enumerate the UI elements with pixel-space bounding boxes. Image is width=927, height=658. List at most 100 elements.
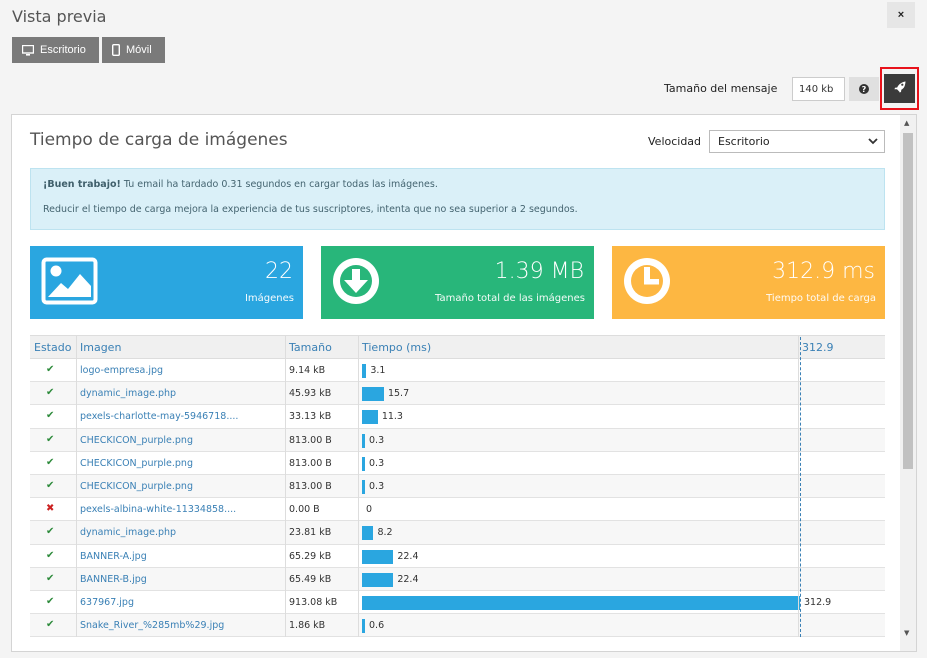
load-time-bar	[362, 526, 374, 541]
images-count-value: 22	[265, 259, 293, 284]
check-icon: ✔	[46, 387, 55, 399]
image-size: 65.29 kB	[289, 550, 332, 562]
load-time-button[interactable]	[884, 74, 915, 103]
desktop-view-button[interactable]: Escritorio	[12, 37, 99, 63]
load-time-bar	[362, 549, 394, 564]
image-size: 65.49 kB	[289, 573, 332, 585]
check-icon: ✔	[46, 410, 55, 422]
load-time-bar	[362, 480, 365, 494]
check-icon: ✔	[46, 619, 55, 631]
section-title: Tiempo de carga de imágenes	[30, 130, 288, 150]
image-icon	[41, 257, 98, 309]
column-divider	[798, 335, 799, 638]
total-time-value: 312.9 ms	[772, 259, 875, 284]
image-link[interactable]: CHECKICON_purple.png	[80, 457, 193, 469]
message-size-input[interactable]	[792, 77, 845, 101]
highlight-outline	[880, 67, 919, 110]
image-size: 33.13 kB	[289, 411, 332, 423]
image-size: 9.14 kB	[289, 365, 326, 376]
image-link[interactable]: BANNER-B.jpg	[80, 573, 147, 585]
speed-select-value: Escritorio	[718, 135, 770, 148]
max-time-marker	[800, 337, 801, 638]
mobile-view-button[interactable]: Móvil	[102, 37, 165, 63]
load-time-panel: Tiempo de carga de imágenes Velocidad Es…	[11, 114, 917, 652]
load-time-value: 0.3	[369, 481, 385, 492]
info-line-1: ¡Buen trabajo! Tu email ha tardado 0.31 …	[43, 179, 438, 190]
load-time-value: 3.1	[370, 365, 386, 376]
image-size: 1.86 kB	[289, 620, 326, 632]
desktop-view-label: Escritorio	[40, 44, 86, 56]
scroll-down-icon[interactable]: ▼	[904, 629, 910, 637]
image-link[interactable]: pexels-charlotte-may-5946718....	[80, 411, 239, 423]
monitor-icon	[22, 44, 34, 56]
table-row: ✔ CHECKICON_purple.png 813.00 B 0.3	[30, 428, 885, 452]
clock-icon	[623, 257, 671, 309]
table-row: ✔ dynamic_image.php 45.93 kB 15.7	[30, 382, 885, 406]
mobile-view-label: Móvil	[126, 44, 152, 56]
load-time-value: 312.9	[804, 597, 832, 608]
question-icon: ?	[859, 82, 869, 97]
total-time-label: Tiempo total de carga	[766, 293, 876, 304]
info-line-1-text: Tu email ha tardado 0.31 segundos en car…	[120, 179, 438, 190]
svg-text:?: ?	[862, 85, 867, 94]
load-time-bar	[362, 410, 378, 425]
scroll-thumb[interactable]	[903, 133, 913, 469]
image-link[interactable]: dynamic_image.php	[80, 388, 177, 400]
rocket-icon	[894, 81, 906, 96]
speed-label: Velocidad	[648, 135, 702, 148]
check-icon: ✔	[46, 596, 55, 607]
header-time[interactable]: Tiempo (ms)	[362, 341, 432, 354]
load-time-value: 8.2	[377, 527, 393, 539]
scroll-up-icon[interactable]: ▲	[904, 119, 910, 127]
load-time-bar	[362, 596, 800, 610]
check-icon: ✔	[46, 480, 55, 491]
column-divider	[76, 335, 77, 638]
table-row: ✔ logo-empresa.jpg 9.14 kB 3.1	[30, 359, 885, 383]
table-row: ✖ pexels-albina-white-11334858.... 0.00 B 0	[30, 498, 885, 522]
header-status[interactable]: Estado	[34, 341, 72, 354]
info-alert: ¡Buen trabajo! Tu email ha tardado 0.31 …	[30, 168, 885, 230]
image-link[interactable]: 637967.jpg	[80, 597, 134, 608]
table-row: ✔ dynamic_image.php 23.81 kB 8.2	[30, 521, 885, 545]
load-time-bar	[362, 433, 365, 448]
table-row: ✔ BANNER-B.jpg 65.49 kB 22.4	[30, 567, 885, 591]
image-link[interactable]: logo-empresa.jpg	[80, 365, 164, 376]
chevron-down-icon	[868, 134, 878, 151]
image-size: 813.00 B	[289, 481, 332, 492]
header-image[interactable]: Imagen	[80, 341, 122, 354]
table-row: ✔ CHECKICON_purple.png 813.00 B 0.3	[30, 475, 885, 499]
load-time-bar	[362, 387, 384, 402]
vertical-scrollbar[interactable]: ▲ ▼	[900, 115, 916, 651]
download-icon	[332, 257, 380, 309]
image-size: 813.00 B	[289, 457, 332, 469]
image-link[interactable]: CHECKICON_purple.png	[80, 481, 193, 492]
load-time-value: 0.6	[369, 620, 385, 632]
help-button[interactable]: ?	[849, 77, 879, 101]
load-time-value: 0.3	[369, 434, 385, 446]
check-icon: ✔	[46, 572, 55, 584]
check-icon: ✔	[46, 433, 55, 445]
load-time-value: 11.3	[381, 411, 403, 423]
table-row: ✔ Snake_River_%285mb%29.jpg 1.86 kB 0.6	[30, 614, 885, 638]
column-divider	[285, 335, 286, 638]
load-time-value: 0.3	[369, 457, 385, 469]
image-link[interactable]: Snake_River_%285mb%29.jpg	[80, 620, 225, 632]
close-button[interactable]: ×	[887, 2, 915, 28]
load-time-value: 22.4	[397, 573, 419, 585]
load-time-value: 0	[366, 504, 373, 516]
load-time-bar	[362, 572, 394, 587]
check-icon: ✔	[46, 549, 55, 561]
error-x-icon: ✖	[46, 503, 55, 515]
speed-select[interactable]: Escritorio	[709, 130, 885, 153]
load-time-bar	[362, 619, 365, 634]
total-size-value: 1.39 MB	[494, 259, 584, 284]
image-link[interactable]: CHECKICON_purple.png	[80, 434, 193, 446]
image-link[interactable]: pexels-albina-white-11334858....	[80, 504, 237, 516]
load-time-value: 22.4	[397, 550, 419, 562]
load-time-bar	[362, 364, 367, 378]
image-link[interactable]: BANNER-A.jpg	[80, 550, 147, 562]
header-max-time: 312.9	[802, 341, 834, 354]
check-icon: ✔	[46, 526, 55, 538]
header-size[interactable]: Tamaño	[289, 341, 332, 354]
image-link[interactable]: dynamic_image.php	[80, 527, 177, 539]
